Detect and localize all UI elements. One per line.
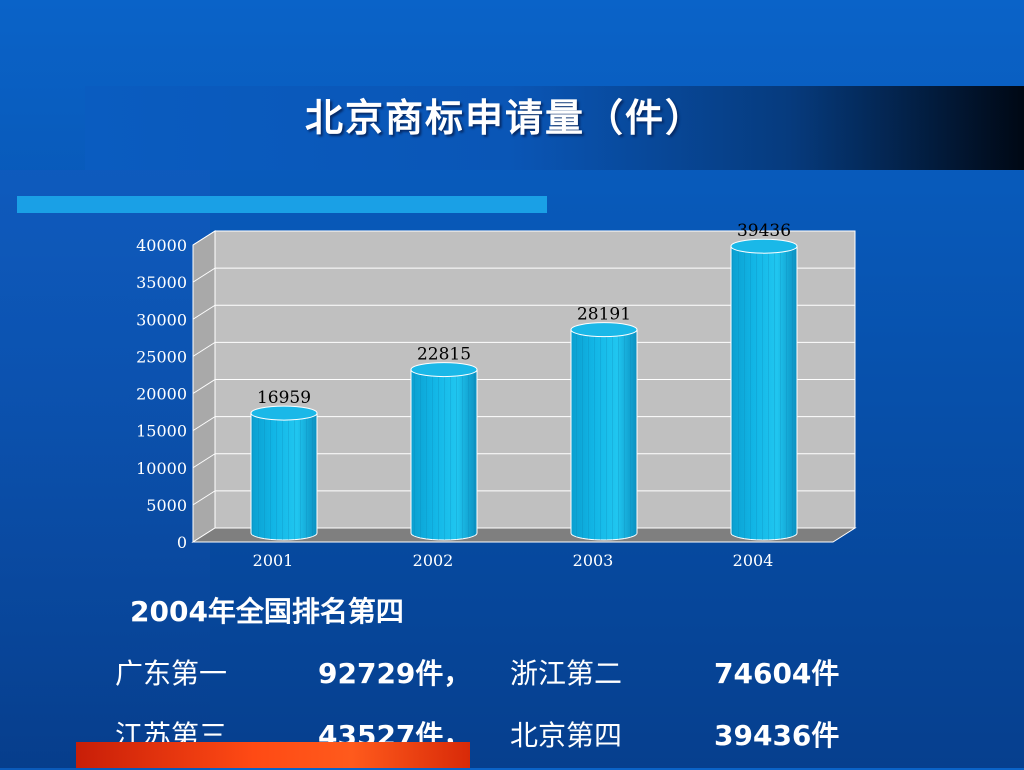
- bar-2003: [570, 322, 638, 541]
- gridline-wall: [192, 341, 216, 357]
- data-label-2001: 16959: [257, 388, 311, 408]
- y-tick-label: 35000: [136, 273, 187, 292]
- x-tick-label-2003: 2003: [573, 551, 614, 570]
- x-tick-label-2001: 2001: [253, 551, 294, 570]
- ranking-heading: 2004年全国排名第四: [130, 595, 404, 628]
- gridline-wall: [192, 453, 216, 469]
- y-tick-label: 10000: [136, 459, 187, 478]
- bottom-accent-bar: [76, 742, 470, 768]
- y-tick-label: 5000: [146, 496, 187, 515]
- ranking-value-4: 39436件: [714, 719, 840, 752]
- bar-2002: [410, 362, 478, 541]
- gridline-wall: [192, 379, 216, 394]
- bar-2001: [250, 405, 318, 541]
- data-label-2004: 39436: [737, 221, 791, 241]
- ranking-label-4: 北京第四: [510, 719, 623, 752]
- bar-2004: [730, 238, 798, 541]
- gridline-wall: [192, 304, 216, 320]
- y-tick-label: 40000: [136, 236, 187, 255]
- y-tick-label: 15000: [136, 422, 187, 441]
- ranking-value-2: 74604件: [714, 657, 840, 690]
- data-label-2003: 28191: [577, 305, 631, 325]
- y-tick-label: 30000: [136, 310, 187, 329]
- ranking-value-1: 92729件，: [318, 657, 472, 690]
- ranking-label-1: 广东第一: [115, 657, 228, 690]
- y-tick-label: 20000: [136, 385, 187, 404]
- y-tick-label: 25000: [136, 347, 187, 366]
- x-tick-label-2002: 2002: [413, 551, 454, 570]
- accent-bar: [17, 196, 547, 213]
- ranking-label-2: 浙江第二: [510, 657, 623, 690]
- background-shade: [0, 170, 210, 770]
- chart-floor: [191, 527, 857, 543]
- data-label-2002: 22815: [417, 345, 471, 365]
- gridline-wall: [192, 416, 216, 432]
- title-banner: [85, 86, 1024, 170]
- gridline-wall: [192, 267, 216, 283]
- slide-title: 北京商标申请量（件）: [304, 95, 705, 140]
- y-tick-label: 0: [177, 533, 187, 552]
- x-tick-label-2004: 2004: [733, 551, 774, 570]
- gridline-wall: [192, 490, 216, 506]
- gridline-wall: [192, 230, 216, 246]
